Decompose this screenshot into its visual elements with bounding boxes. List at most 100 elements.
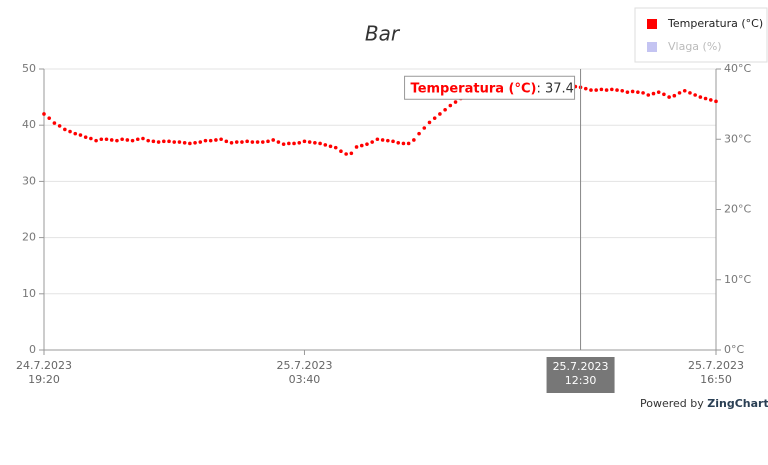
data-point xyxy=(625,90,630,94)
data-point xyxy=(688,91,692,95)
data-point xyxy=(78,133,83,137)
data-point xyxy=(115,138,119,143)
legend-label[interactable]: Temperatura (°C) xyxy=(667,17,763,30)
data-point xyxy=(662,92,666,97)
data-point xyxy=(693,93,697,97)
data-point xyxy=(156,140,161,144)
data-point xyxy=(417,131,421,136)
data-point xyxy=(620,88,625,93)
data-point xyxy=(182,140,187,145)
data-point xyxy=(271,138,276,142)
data-point xyxy=(599,87,604,92)
data-point xyxy=(386,138,390,143)
data-point xyxy=(453,100,458,104)
data-point xyxy=(292,141,296,146)
data-point xyxy=(656,90,661,94)
legend-swatch xyxy=(647,19,657,29)
y-tick-label: 10 xyxy=(22,287,36,300)
credit-brand: ZingChart xyxy=(707,397,768,410)
data-point xyxy=(188,141,192,146)
data-point xyxy=(432,116,437,120)
data-point xyxy=(260,140,265,144)
y-tick-label: 30 xyxy=(22,174,36,187)
data-point xyxy=(318,141,322,146)
data-point xyxy=(208,138,213,143)
data-point xyxy=(177,140,182,144)
crosshair-label: 25.7.2023 12:30 xyxy=(553,360,609,387)
legend-box xyxy=(634,7,768,63)
data-point xyxy=(443,107,447,112)
data-point xyxy=(448,103,453,108)
data-point xyxy=(427,120,432,125)
data-point xyxy=(401,141,406,146)
data-point xyxy=(141,136,145,141)
data-point xyxy=(396,140,401,145)
data-point xyxy=(583,86,588,91)
y-tick-label: 0 xyxy=(29,343,36,356)
data-point xyxy=(313,140,317,145)
data-point xyxy=(162,139,166,144)
data-point xyxy=(703,96,708,101)
data-point xyxy=(370,140,374,144)
data-point xyxy=(146,138,150,143)
data-point xyxy=(636,90,640,94)
data-point xyxy=(203,138,208,143)
legend-label[interactable]: Vlaga (%) xyxy=(668,40,722,53)
data-point xyxy=(328,144,333,149)
crosshair-label-bg xyxy=(546,357,615,393)
data-point xyxy=(266,139,270,144)
data-point xyxy=(438,112,442,116)
data-point xyxy=(412,138,416,142)
data-point xyxy=(354,145,359,149)
credit[interactable]: Powered by ZingChart xyxy=(640,397,768,410)
data-point xyxy=(89,136,93,141)
data-point xyxy=(229,140,234,145)
data-point xyxy=(651,91,656,96)
data-point xyxy=(47,116,52,120)
data-point xyxy=(615,88,619,92)
data-point xyxy=(135,137,140,142)
data-point xyxy=(276,140,281,144)
data-point xyxy=(172,140,177,144)
x-tick-label: 25.7.2023 16:50 xyxy=(688,359,744,386)
data-point xyxy=(344,152,348,156)
data-point xyxy=(422,126,427,130)
data-point xyxy=(287,141,291,146)
data-point xyxy=(219,137,223,142)
data-point xyxy=(104,137,109,142)
data-point xyxy=(333,145,338,150)
data-point xyxy=(359,143,364,148)
credit-text: Powered by xyxy=(640,397,704,410)
data-point xyxy=(714,99,718,104)
data-point xyxy=(672,93,677,98)
data-point xyxy=(68,129,72,134)
y2-tick-label: 40°C xyxy=(724,62,751,75)
data-point xyxy=(667,95,671,99)
data-point xyxy=(349,151,354,156)
y-tick-label: 40 xyxy=(22,118,36,131)
data-point xyxy=(57,124,62,128)
data-point xyxy=(240,140,244,144)
data-point xyxy=(646,93,651,97)
data-point xyxy=(250,140,255,144)
data-point xyxy=(677,91,682,95)
data-point xyxy=(83,135,88,139)
data-point xyxy=(109,138,114,142)
data-point xyxy=(130,138,135,143)
data-point xyxy=(42,112,46,116)
tooltip-value: 37.4 xyxy=(545,81,574,96)
data-point xyxy=(682,88,687,93)
chart-title: Bar xyxy=(365,22,401,46)
data-point xyxy=(63,127,67,132)
data-point xyxy=(641,91,645,95)
y2-tick-label: 20°C xyxy=(724,203,751,216)
y2-tick-label: 10°C xyxy=(724,273,751,286)
data-point xyxy=(698,95,703,99)
y-tick-label: 20 xyxy=(22,231,36,244)
data-point xyxy=(406,141,411,146)
data-point xyxy=(708,98,713,102)
data-point xyxy=(214,138,218,142)
data-point xyxy=(297,140,302,145)
data-point xyxy=(302,139,307,144)
